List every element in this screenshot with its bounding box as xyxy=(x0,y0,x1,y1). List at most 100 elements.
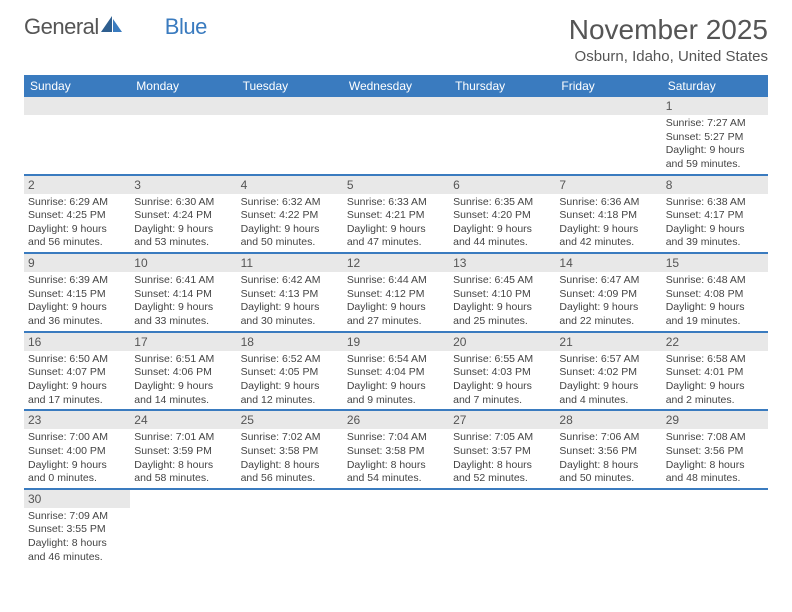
weekday-header: Thursday xyxy=(449,75,555,97)
calendar-cell-empty xyxy=(237,97,343,175)
weekday-header: Monday xyxy=(130,75,236,97)
calendar-cell: 9Sunrise: 6:39 AMSunset: 4:15 PMDaylight… xyxy=(24,253,130,332)
sunrise-text: Sunrise: 7:02 AM xyxy=(241,431,339,445)
weekday-header: Tuesday xyxy=(237,75,343,97)
sunset-text: Sunset: 4:03 PM xyxy=(453,366,551,380)
sunrise-text: Sunrise: 7:01 AM xyxy=(134,431,232,445)
sunset-text: Sunset: 3:57 PM xyxy=(453,445,551,459)
day-number: 4 xyxy=(237,176,343,194)
calendar-cell: 25Sunrise: 7:02 AMSunset: 3:58 PMDayligh… xyxy=(237,410,343,489)
daylight-text: Daylight: 9 hours and 22 minutes. xyxy=(559,301,657,328)
calendar-cell-empty xyxy=(555,97,661,175)
weekday-header: Sunday xyxy=(24,75,130,97)
day-number: 27 xyxy=(449,411,555,429)
day-number: 10 xyxy=(130,254,236,272)
daylight-text: Daylight: 8 hours and 54 minutes. xyxy=(347,459,445,486)
calendar-row: 16Sunrise: 6:50 AMSunset: 4:07 PMDayligh… xyxy=(24,332,768,411)
logo-text-2: Blue xyxy=(165,14,207,40)
day-number: 7 xyxy=(555,176,661,194)
sunset-text: Sunset: 3:55 PM xyxy=(28,523,126,537)
sunset-text: Sunset: 3:59 PM xyxy=(134,445,232,459)
sunrise-text: Sunrise: 6:45 AM xyxy=(453,274,551,288)
day-number: 12 xyxy=(343,254,449,272)
calendar-cell: 16Sunrise: 6:50 AMSunset: 4:07 PMDayligh… xyxy=(24,332,130,411)
sunrise-text: Sunrise: 6:42 AM xyxy=(241,274,339,288)
daylight-text: Daylight: 9 hours and 9 minutes. xyxy=(347,380,445,407)
calendar-row: 23Sunrise: 7:00 AMSunset: 4:00 PMDayligh… xyxy=(24,410,768,489)
sunset-text: Sunset: 4:06 PM xyxy=(134,366,232,380)
sunset-text: Sunset: 5:27 PM xyxy=(666,131,764,145)
sunrise-text: Sunrise: 7:06 AM xyxy=(559,431,657,445)
sunrise-text: Sunrise: 7:00 AM xyxy=(28,431,126,445)
sunset-text: Sunset: 4:22 PM xyxy=(241,209,339,223)
calendar-cell: 1Sunrise: 7:27 AMSunset: 5:27 PMDaylight… xyxy=(662,97,768,175)
daylight-text: Daylight: 9 hours and 2 minutes. xyxy=(666,380,764,407)
day-number: 23 xyxy=(24,411,130,429)
calendar-cell-empty xyxy=(449,97,555,175)
daylight-text: Daylight: 9 hours and 42 minutes. xyxy=(559,223,657,250)
sunset-text: Sunset: 3:58 PM xyxy=(347,445,445,459)
logo-sail-icon xyxy=(101,16,123,39)
sunrise-text: Sunrise: 6:36 AM xyxy=(559,196,657,210)
sunset-text: Sunset: 3:56 PM xyxy=(666,445,764,459)
sunrise-text: Sunrise: 6:55 AM xyxy=(453,353,551,367)
calendar-cell: 2Sunrise: 6:29 AMSunset: 4:25 PMDaylight… xyxy=(24,175,130,254)
calendar-cell: 28Sunrise: 7:06 AMSunset: 3:56 PMDayligh… xyxy=(555,410,661,489)
daylight-text: Daylight: 8 hours and 58 minutes. xyxy=(134,459,232,486)
sunrise-text: Sunrise: 6:44 AM xyxy=(347,274,445,288)
daylight-text: Daylight: 9 hours and 25 minutes. xyxy=(453,301,551,328)
sunrise-text: Sunrise: 6:39 AM xyxy=(28,274,126,288)
sunrise-text: Sunrise: 6:33 AM xyxy=(347,196,445,210)
sunset-text: Sunset: 4:08 PM xyxy=(666,288,764,302)
logo-text-1: General xyxy=(24,14,99,40)
calendar-cell: 3Sunrise: 6:30 AMSunset: 4:24 PMDaylight… xyxy=(130,175,236,254)
day-number: 30 xyxy=(24,490,130,508)
day-number: 15 xyxy=(662,254,768,272)
calendar-cell-empty xyxy=(555,489,661,567)
sunset-text: Sunset: 3:58 PM xyxy=(241,445,339,459)
calendar-cell: 20Sunrise: 6:55 AMSunset: 4:03 PMDayligh… xyxy=(449,332,555,411)
daylight-text: Daylight: 9 hours and 33 minutes. xyxy=(134,301,232,328)
calendar-cell: 30Sunrise: 7:09 AMSunset: 3:55 PMDayligh… xyxy=(24,489,130,567)
calendar-cell: 17Sunrise: 6:51 AMSunset: 4:06 PMDayligh… xyxy=(130,332,236,411)
day-number: 11 xyxy=(237,254,343,272)
calendar-cell-empty xyxy=(449,489,555,567)
sunset-text: Sunset: 4:01 PM xyxy=(666,366,764,380)
sunset-text: Sunset: 4:05 PM xyxy=(241,366,339,380)
daylight-text: Daylight: 8 hours and 48 minutes. xyxy=(666,459,764,486)
calendar-cell: 5Sunrise: 6:33 AMSunset: 4:21 PMDaylight… xyxy=(343,175,449,254)
daylight-text: Daylight: 9 hours and 7 minutes. xyxy=(453,380,551,407)
calendar-cell-empty xyxy=(343,489,449,567)
day-number: 24 xyxy=(130,411,236,429)
weekday-header-row: Sunday Monday Tuesday Wednesday Thursday… xyxy=(24,75,768,97)
sunset-text: Sunset: 4:04 PM xyxy=(347,366,445,380)
calendar-cell: 12Sunrise: 6:44 AMSunset: 4:12 PMDayligh… xyxy=(343,253,449,332)
daylight-text: Daylight: 9 hours and 56 minutes. xyxy=(28,223,126,250)
calendar-cell: 11Sunrise: 6:42 AMSunset: 4:13 PMDayligh… xyxy=(237,253,343,332)
calendar-cell-empty xyxy=(662,489,768,567)
calendar-row: 2Sunrise: 6:29 AMSunset: 4:25 PMDaylight… xyxy=(24,175,768,254)
logo: General Blue xyxy=(24,14,207,40)
calendar-cell: 14Sunrise: 6:47 AMSunset: 4:09 PMDayligh… xyxy=(555,253,661,332)
day-number: 14 xyxy=(555,254,661,272)
sunrise-text: Sunrise: 6:47 AM xyxy=(559,274,657,288)
calendar-cell: 21Sunrise: 6:57 AMSunset: 4:02 PMDayligh… xyxy=(555,332,661,411)
sunset-text: Sunset: 4:20 PM xyxy=(453,209,551,223)
day-number: 29 xyxy=(662,411,768,429)
sunrise-text: Sunrise: 7:27 AM xyxy=(666,117,764,131)
day-number: 26 xyxy=(343,411,449,429)
daylight-text: Daylight: 8 hours and 52 minutes. xyxy=(453,459,551,486)
sunset-text: Sunset: 4:24 PM xyxy=(134,209,232,223)
sunset-text: Sunset: 4:13 PM xyxy=(241,288,339,302)
daylight-text: Daylight: 9 hours and 14 minutes. xyxy=(134,380,232,407)
sunrise-text: Sunrise: 6:32 AM xyxy=(241,196,339,210)
day-number: 17 xyxy=(130,333,236,351)
weekday-header: Friday xyxy=(555,75,661,97)
calendar-cell: 13Sunrise: 6:45 AMSunset: 4:10 PMDayligh… xyxy=(449,253,555,332)
title-block: November 2025 Osburn, Idaho, United Stat… xyxy=(569,14,768,65)
sunset-text: Sunset: 4:21 PM xyxy=(347,209,445,223)
sunrise-text: Sunrise: 6:29 AM xyxy=(28,196,126,210)
day-number: 28 xyxy=(555,411,661,429)
calendar-cell: 27Sunrise: 7:05 AMSunset: 3:57 PMDayligh… xyxy=(449,410,555,489)
calendar-cell-empty xyxy=(24,97,130,175)
